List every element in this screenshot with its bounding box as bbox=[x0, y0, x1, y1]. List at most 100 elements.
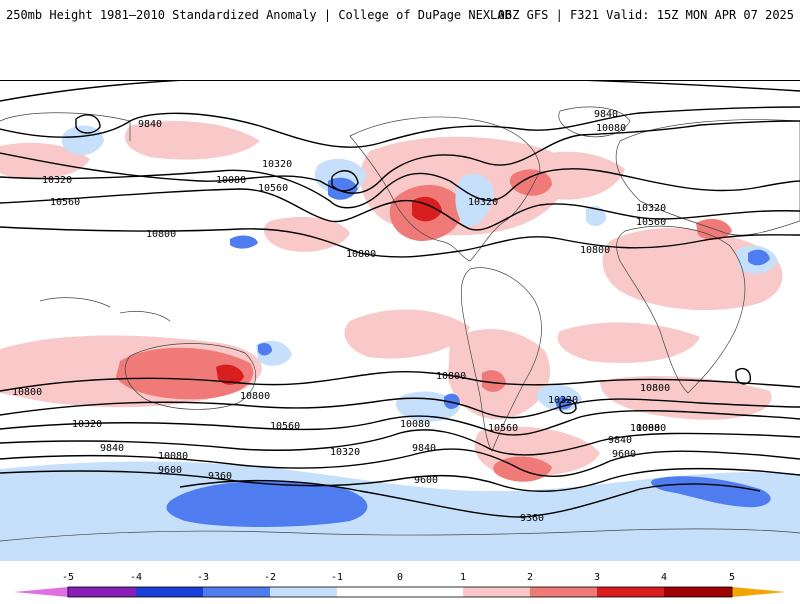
anomaly-shade-s-pacific-pos bbox=[344, 309, 470, 359]
colorbar-tick-label: 1 bbox=[460, 572, 466, 583]
contour-closed-s-atlantic bbox=[559, 398, 577, 415]
contour-label: 10560 bbox=[636, 217, 666, 228]
colorbar-tick-label: -1 bbox=[331, 572, 343, 583]
colorbar-bin bbox=[203, 587, 270, 597]
contour-label: 10800 bbox=[146, 229, 176, 240]
contour-label: 10320 bbox=[42, 175, 72, 186]
contour-label: 9600 bbox=[414, 475, 438, 486]
contour-10080-north bbox=[0, 120, 800, 194]
contour-label: 10080 bbox=[596, 123, 626, 134]
chart-title: 250mb Height 1981–2010 Standardized Anom… bbox=[6, 8, 512, 22]
contour-label: 10560 bbox=[270, 421, 300, 432]
contour-label: 9600 bbox=[158, 465, 182, 476]
anomaly-shade-n-pacific-pos bbox=[124, 121, 260, 160]
contour-label: 10320 bbox=[262, 159, 292, 170]
colorbar-tick-label: 0 bbox=[397, 572, 403, 583]
colorbar-tick-label: -5 bbox=[62, 572, 74, 583]
contour-10320-south bbox=[0, 410, 800, 436]
contour-closed-gulf-alaska bbox=[331, 170, 359, 192]
anomaly-shade-hawaii-neg bbox=[230, 235, 258, 249]
contour-10800-south bbox=[0, 371, 800, 392]
coastline-south-america bbox=[460, 267, 542, 452]
coastline-africa bbox=[616, 225, 746, 394]
contour-label: 9840 bbox=[594, 109, 618, 120]
coastlines bbox=[0, 106, 800, 542]
colorbar-bin bbox=[400, 587, 463, 597]
anomaly-shade-australia-max bbox=[216, 364, 244, 385]
colorbar-tick-label: 5 bbox=[729, 572, 735, 583]
chart-header: 250mb Height 1981–2010 Standardized Anom… bbox=[0, 0, 800, 30]
anomaly-shade-s-pacific-neg bbox=[395, 391, 460, 422]
contour-label: 10800 bbox=[436, 371, 466, 382]
model-run-info: 06Z GFS | F321 Valid: 15Z MON APR 07 202… bbox=[497, 8, 794, 22]
colorbar-bin bbox=[337, 587, 400, 597]
coastline-eurasia bbox=[0, 112, 800, 236]
coastline-indonesia bbox=[39, 297, 171, 322]
height-contours bbox=[0, 81, 800, 518]
contour-10800-north bbox=[0, 226, 800, 258]
anomaly-shade-s-indian-pos bbox=[600, 376, 772, 420]
colorbar-bin bbox=[597, 587, 664, 597]
colorbar-bin bbox=[68, 587, 136, 597]
colorbar-bin bbox=[136, 587, 203, 597]
anomaly-shade-africa-pos-2 bbox=[696, 218, 732, 240]
colorbar-tick-label: -4 bbox=[130, 572, 142, 583]
contour-9600-south bbox=[0, 467, 800, 492]
contour-label: 10320 bbox=[468, 197, 498, 208]
colorbar-bin bbox=[463, 587, 530, 597]
colorbar-canvas: -5 -4 -3 -2 -1 0 1 2 3 4 5 bbox=[14, 572, 786, 598]
anomaly-colorbar: -5 -4 -3 -2 -1 0 1 2 3 4 5 bbox=[0, 568, 800, 600]
anomaly-shade-central-us-neg bbox=[455, 173, 494, 227]
colorbar-tick-label: -2 bbox=[264, 572, 276, 583]
contour-label: 10560 bbox=[488, 423, 518, 434]
contour-label: 9360 bbox=[208, 471, 232, 482]
colorbar-bin bbox=[664, 587, 732, 597]
coastline-north-america bbox=[349, 116, 541, 262]
contour-10320-north bbox=[0, 168, 800, 209]
colorbar-bin bbox=[530, 587, 597, 597]
coastline-antarctica bbox=[0, 528, 800, 542]
anomaly-shade-kamchatka-neg bbox=[61, 125, 104, 156]
anomaly-shade-ne-us-pos bbox=[509, 169, 552, 196]
colorbar-tick-label: -3 bbox=[197, 572, 209, 583]
contour-label: 10320 bbox=[636, 203, 666, 214]
anomaly-shade-gulf-alaska-low bbox=[328, 177, 358, 200]
contour-label: 10800 bbox=[346, 249, 376, 260]
map-canvas: 9600 9600 9840 9840 10080 10080 10320 10… bbox=[0, 81, 800, 561]
anomaly-shade-east-africa-low bbox=[748, 249, 770, 266]
contour-label: 10080 bbox=[636, 423, 666, 434]
anomaly-shade-africa-pos bbox=[602, 228, 783, 311]
anomaly-shade-australia-pos bbox=[116, 347, 254, 400]
anomaly-shade-central-pacific bbox=[263, 217, 350, 252]
contour-labels: 9600 9600 9840 9840 10080 10080 10320 10… bbox=[12, 109, 670, 524]
contour-label: 9840 bbox=[138, 119, 162, 130]
contour-label: 10080 bbox=[630, 423, 660, 434]
contour-label: 10800 bbox=[12, 387, 42, 398]
anomaly-map: 9600 9600 9840 9840 10080 10080 10320 10… bbox=[0, 80, 800, 561]
contour-label: 10320 bbox=[72, 419, 102, 430]
contour-9360-south bbox=[179, 479, 761, 518]
contour-closed-kamchatka bbox=[75, 114, 101, 134]
anomaly-shade-nz-low bbox=[258, 343, 272, 356]
contour-label: 10800 bbox=[640, 383, 670, 394]
colorbar-tick-labels: -5 -4 -3 -2 -1 0 1 2 3 4 5 bbox=[62, 572, 735, 583]
anomaly-shade-sw-us-max bbox=[412, 196, 442, 222]
anomaly-shade-indian-pos bbox=[557, 322, 700, 363]
contour-label: 10080 bbox=[158, 451, 188, 462]
contour-label: 9840 bbox=[100, 443, 124, 454]
contour-label: 9840 bbox=[412, 443, 436, 454]
contour-closed-africa bbox=[735, 367, 751, 385]
contour-label: 10080 bbox=[400, 419, 430, 430]
anomaly-shade-s-am-west-low bbox=[444, 393, 460, 409]
colorbar-arrow-left bbox=[14, 587, 68, 597]
contour-label: 10320 bbox=[330, 447, 360, 458]
colorbar-bin bbox=[270, 587, 337, 597]
colorbar-tick-label: 2 bbox=[527, 572, 533, 583]
contour-label: 10080 bbox=[216, 175, 246, 186]
anomaly-shade-s-am-pos-2 bbox=[482, 370, 506, 392]
contour-10560-south bbox=[0, 397, 800, 419]
colorbar-tick-label: 4 bbox=[661, 572, 667, 583]
contour-10560-north bbox=[0, 188, 800, 231]
contour-10080-south bbox=[0, 429, 800, 456]
contour-label: 10560 bbox=[50, 197, 80, 208]
